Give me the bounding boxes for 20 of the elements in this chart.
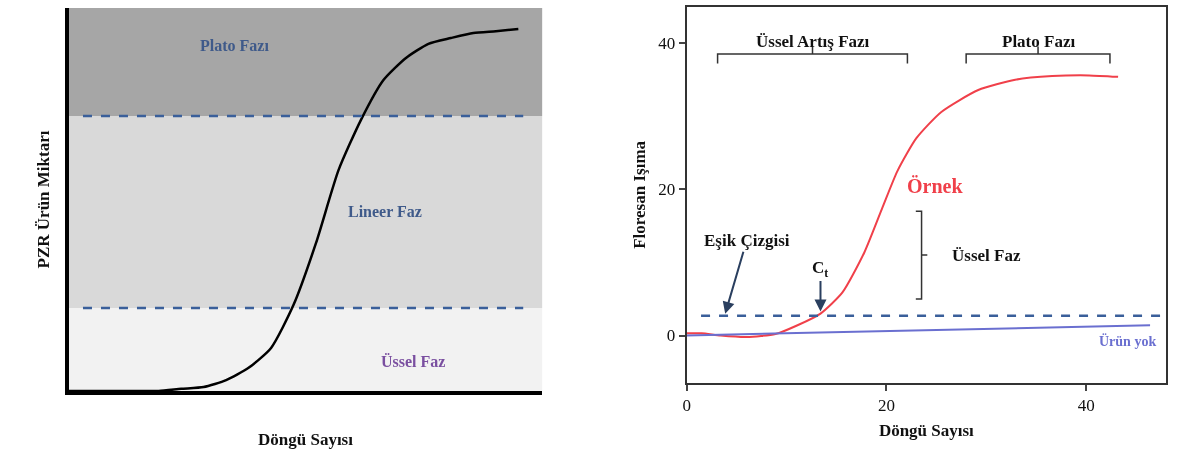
x-tick-label: 40 bbox=[1077, 396, 1095, 416]
annotation: Eşik Çizgisi bbox=[704, 231, 790, 250]
series-label: Örnek bbox=[907, 175, 964, 197]
y-axis-title: Floresan Işıma bbox=[630, 140, 650, 249]
y-tick-label: 0 bbox=[666, 326, 676, 346]
x-axis-title: Döngü Sayısı bbox=[258, 429, 354, 449]
annotation: Üssel Faz bbox=[952, 246, 1021, 265]
y-axis-title: PZR Ürün Miktarı bbox=[33, 130, 53, 269]
x-tick-label: 20 bbox=[877, 396, 895, 416]
x-tick-label: 0 bbox=[682, 396, 691, 416]
annotation: C$_{t}$ bbox=[812, 258, 829, 280]
band-label: Plato Fazı bbox=[200, 37, 270, 54]
y-tick-label: 40 bbox=[658, 34, 676, 54]
annotation: Üssel Artış Fazı bbox=[756, 32, 870, 51]
series-label: Ürün yok bbox=[1099, 333, 1157, 349]
annotation: Plato Fazı bbox=[1002, 32, 1076, 51]
x-axis-title: Döngü Sayısı bbox=[878, 421, 975, 441]
y-tick-label: 20 bbox=[658, 180, 676, 200]
band-label: Üssel Faz bbox=[381, 353, 446, 370]
band-label: Lineer Faz bbox=[348, 203, 422, 220]
